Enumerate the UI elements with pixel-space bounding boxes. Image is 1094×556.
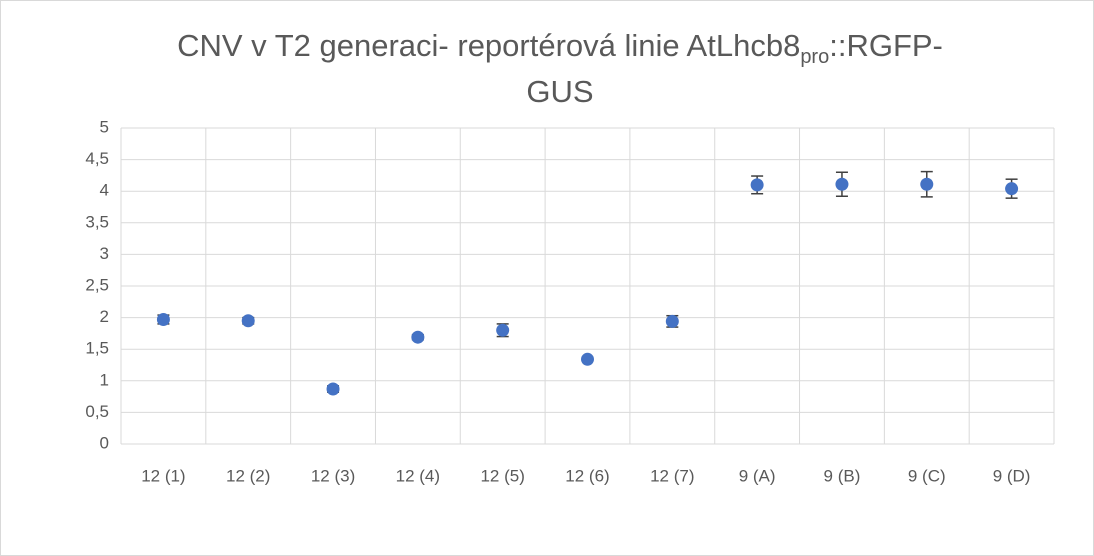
y-tick-label: 1 xyxy=(100,370,109,389)
y-tick-label: 3 xyxy=(100,244,109,263)
y-tick-label: 4 xyxy=(100,181,109,200)
y-tick-label: 4,5 xyxy=(85,149,109,168)
x-tick-label: 12 (2) xyxy=(226,466,270,485)
chart-title: GUS xyxy=(526,74,593,109)
x-tick-label: 9 (D) xyxy=(993,466,1031,485)
y-tick-label: 0 xyxy=(100,433,109,452)
y-tick-label: 2,5 xyxy=(85,275,109,294)
y-tick-label: 1,5 xyxy=(85,339,109,358)
point xyxy=(496,323,510,337)
title-part: ::RGFP- xyxy=(829,28,943,63)
y-tick-label: 3,5 xyxy=(85,212,109,231)
x-tick-label: 12 (7) xyxy=(650,466,694,485)
point xyxy=(920,177,934,191)
x-tick-label: 12 (1) xyxy=(141,466,185,485)
point xyxy=(1005,182,1019,196)
point xyxy=(326,382,340,396)
point xyxy=(411,330,425,344)
x-tick-label: 9 (C) xyxy=(908,466,946,485)
point xyxy=(241,314,255,328)
x-tick-label: 12 (6) xyxy=(565,466,609,485)
y-tick-label: 2 xyxy=(100,307,109,326)
title-subscript: pro xyxy=(800,46,829,68)
point xyxy=(156,312,170,326)
point xyxy=(750,178,764,192)
x-tick-label: 12 (4) xyxy=(396,466,440,485)
x-tick-label: 12 (5) xyxy=(480,466,524,485)
x-tick-label: 9 (A) xyxy=(739,466,776,485)
y-tick-label: 0,5 xyxy=(85,402,109,421)
title-part: CNV v T2 generaci- reportérová linie AtL… xyxy=(177,28,800,63)
point xyxy=(835,177,849,191)
chart-title: CNV v T2 generaci- reportérová linie AtL… xyxy=(177,28,943,68)
y-tick-label: 5 xyxy=(100,117,109,136)
x-tick-label: 9 (B) xyxy=(824,466,861,485)
point xyxy=(581,352,594,366)
x-tick-label: 12 (3) xyxy=(311,466,355,485)
point xyxy=(665,314,679,328)
